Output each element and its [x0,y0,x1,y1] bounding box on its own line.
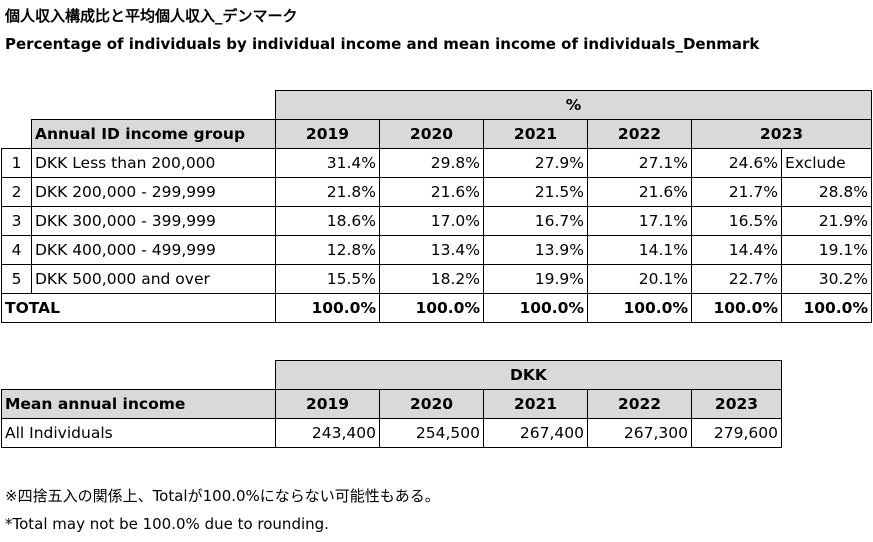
table-row: 4 DKK 400,000 - 499,999 12.8% 13.4% 13.9% 14.… [1,235,872,265]
percent-cell: 19.9% [483,264,588,294]
percent-cell: 14.1% [587,235,692,265]
total-cell: 100.0% [781,293,872,323]
year-header: 2020 [379,389,484,419]
mean-income-table: DKK Mean annual income 2019 2020 2021 20… [1,360,782,448]
percent-cell: 14.4% [691,235,782,265]
percent-cell: 19.1% [781,235,872,265]
year-header: 2023 [691,119,872,149]
percent-cell: 21.6% [379,177,484,207]
percent-cell: 22.7% [691,264,782,294]
total-row: TOTAL 100.0% 100.0% 100.0% 100.0% 100.0%… [1,293,872,323]
year-header: 2020 [379,119,484,149]
total-cell: 100.0% [483,293,588,323]
group-header: Annual ID income group [31,119,276,149]
table-row: 1 DKK Less than 200,000 31.4% 29.8% 27.9% 27.… [1,148,872,178]
row-label: All Individuals [1,418,276,448]
row-number: 2 [1,177,32,207]
year-header: 2021 [483,389,588,419]
percent-cell: 21.9% [781,206,872,236]
percent-cell: 28.8% [781,177,872,207]
percent-cell: 12.8% [275,235,380,265]
title-english: Percentage of individuals by individual … [5,35,760,53]
table-row: 2 DKK 200,000 - 299,999 21.8% 21.6% 21.5% 21.… [1,177,872,207]
income-group-label: DKK 500,000 and over [31,264,276,294]
percent-cell: 27.9% [483,148,588,178]
percent-cell: 29.8% [379,148,484,178]
total-cell: 100.0% [691,293,782,323]
percent-cell: 17.1% [587,206,692,236]
percent-cell: 30.2% [781,264,872,294]
percent-cell: 16.5% [691,206,782,236]
mean-income-header: Mean annual income [1,389,276,419]
year-header: 2022 [587,119,692,149]
percent-cell: 15.5% [275,264,380,294]
year-header: 2022 [587,389,692,419]
mean-cell: 267,300 [587,418,692,448]
income-distribution-table: % Annual ID income group 2019 2020 2021 … [1,90,872,323]
title-japanese: 個人収入構成比と平均個人収入_デンマーク [5,7,298,25]
total-label: TOTAL [1,293,276,323]
income-group-label: DKK 300,000 - 399,999 [31,206,276,236]
percent-cell: 16.7% [483,206,588,236]
row-number: 4 [1,235,32,265]
total-cell: 100.0% [275,293,380,323]
footnote-english: *Total may not be 100.0% due to rounding… [5,515,329,533]
percent-cell: 21.6% [587,177,692,207]
year-header: 2021 [483,119,588,149]
percent-cell: 18.6% [275,206,380,236]
row-number: 5 [1,264,32,294]
mean-cell: 267,400 [483,418,588,448]
table-row: All Individuals 243,400 254,500 267,400 … [1,418,782,448]
row-number: 1 [1,148,32,178]
mean-cell: 243,400 [275,418,380,448]
total-cell: 100.0% [379,293,484,323]
percent-cell: 21.7% [691,177,782,207]
table-row: 3 DKK 300,000 - 399,999 18.6% 17.0% 16.7% 17.… [1,206,872,236]
percent-cell: 21.5% [483,177,588,207]
percent-cell: 13.9% [483,235,588,265]
mean-cell: 254,500 [379,418,484,448]
percent-cell: 31.4% [275,148,380,178]
percent-cell: 27.1% [587,148,692,178]
percent-cell: 24.6% [691,148,782,178]
year-header: 2019 [275,119,380,149]
percent-cell: 17.0% [379,206,484,236]
total-cell: 100.0% [587,293,692,323]
year-header: 2023 [691,389,782,419]
percent-cell: 21.8% [275,177,380,207]
income-group-label: DKK 400,000 - 499,999 [31,235,276,265]
income-group-label: DKK Less than 200,000 [31,148,276,178]
percent-cell: 18.2% [379,264,484,294]
year-header: 2019 [275,389,380,419]
percent-cell: Exclude [781,148,872,178]
income-group-label: DKK 200,000 - 299,999 [31,177,276,207]
percent-cell: 13.4% [379,235,484,265]
footnote-japanese: ※四捨五入の関係上、Totalが100.0%にならない可能性もある。 [5,487,440,505]
row-number: 3 [1,206,32,236]
percent-cell: 20.1% [587,264,692,294]
currency-header: DKK [275,360,782,390]
mean-cell: 279,600 [691,418,782,448]
table-row: 5 DKK 500,000 and over 15.5% 18.2% 19.9% 20.1… [1,264,872,294]
unit-header: % [275,90,872,120]
